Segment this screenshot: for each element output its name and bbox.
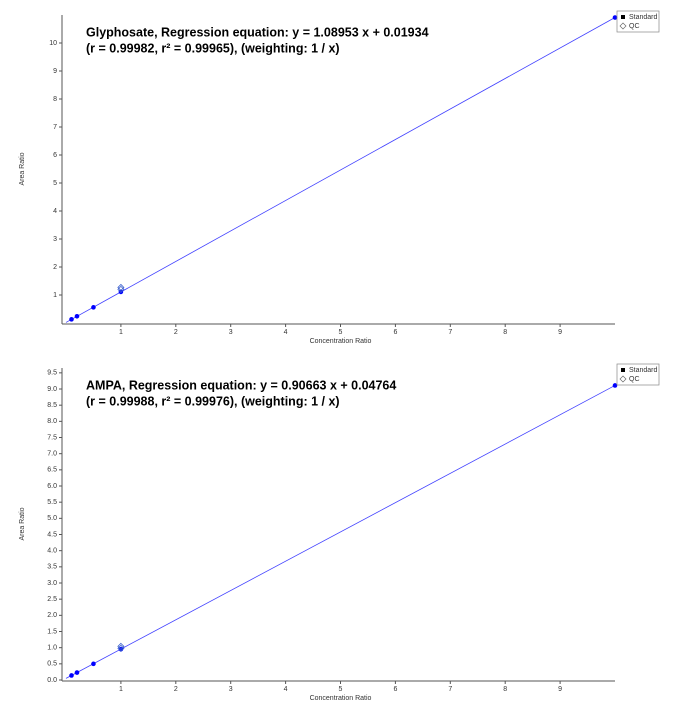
standard-point xyxy=(91,305,96,310)
fit-line xyxy=(65,385,616,679)
chart-subtitle: (r = 0.99988, r² = 0.99976), (weighting:… xyxy=(86,394,340,408)
chart-subtitle: (r = 0.99982, r² = 0.99965), (weighting:… xyxy=(86,41,340,55)
fit-line xyxy=(65,17,616,323)
standard-point xyxy=(612,15,618,20)
legend-label: Standard xyxy=(629,14,658,21)
y-tick-label: 6.0 xyxy=(47,483,57,490)
x-tick-label: 6 xyxy=(393,686,397,693)
y-tick-label: 9 xyxy=(53,68,57,75)
y-tick-label: 4.5 xyxy=(47,531,57,538)
y-tick-label: 3 xyxy=(53,236,57,243)
chart: 0.0 0.5 1.0 1.5 2.0 2.5 3.0 3.5 4.0 4.5 5.0 5.5 6.0 6… xyxy=(19,363,660,702)
qc-point xyxy=(117,283,125,292)
x-tick-label: 4 xyxy=(284,329,288,336)
y-tick-label: 1.0 xyxy=(47,645,57,652)
y-tick-label: 7.5 xyxy=(47,434,57,441)
y-tick-label: 1.5 xyxy=(47,628,57,635)
x-tick-label: 2 xyxy=(174,686,178,693)
standard-point xyxy=(69,673,74,678)
chart-title: Glyphosate, Regression equation: y = 1.0… xyxy=(86,25,429,39)
y-tick-label: 4 xyxy=(53,208,57,215)
y-tick-label: 10 xyxy=(49,40,57,47)
standard-point xyxy=(69,317,74,322)
y-tick-label: 0.5 xyxy=(47,661,57,668)
legend-marker xyxy=(619,22,627,30)
x-tick-label: 2 xyxy=(174,329,178,336)
x-tick-label: 3 xyxy=(229,686,233,693)
x-tick-label: 8 xyxy=(503,329,507,336)
y-tick-label: 8 xyxy=(53,96,57,103)
y-tick-label: 2 xyxy=(53,264,57,271)
y-axis-label: Area Ratio xyxy=(19,507,26,540)
x-tick-label: 5 xyxy=(339,329,343,336)
x-tick-label: 5 xyxy=(339,686,343,693)
y-tick-label: 1 xyxy=(53,292,57,299)
legend-marker xyxy=(619,375,627,383)
y-tick-label: 0.0 xyxy=(47,677,57,684)
y-tick-label: 7 xyxy=(53,124,57,131)
legend-marker xyxy=(621,368,625,372)
y-tick-label: 8.0 xyxy=(47,418,57,425)
y-tick-label: 5 xyxy=(53,180,57,187)
y-tick-label: 5.5 xyxy=(47,499,57,506)
y-tick-label: 2.5 xyxy=(47,596,57,603)
x-tick-label: 3 xyxy=(229,329,233,336)
x-tick-label: 9 xyxy=(558,329,562,336)
x-tick-label: 1 xyxy=(119,329,123,336)
y-tick-label: 5.0 xyxy=(47,515,57,522)
x-tick-label: 7 xyxy=(448,329,452,336)
y-tick-label: 9.5 xyxy=(47,370,57,377)
x-tick-label: 7 xyxy=(448,686,452,693)
y-tick-label: 2.0 xyxy=(47,612,57,619)
x-axis-label: Concentration Ratio xyxy=(310,338,372,345)
legend-label: QC xyxy=(629,23,640,30)
standard-point xyxy=(612,383,618,388)
y-tick-label: 3.0 xyxy=(47,580,57,587)
chart: 1 2 3 4 5 6 7 8 9 10 1 2 3 4 5 6 7 8 9 Concentration Ratio A… xyxy=(19,10,660,345)
x-tick-label: 1 xyxy=(119,686,123,693)
y-tick-label: 6 xyxy=(53,152,57,159)
legend-label: Standard xyxy=(629,367,658,374)
legend-box xyxy=(616,363,660,386)
y-tick-label: 8.5 xyxy=(47,402,57,409)
standard-point xyxy=(74,670,80,675)
qc-point xyxy=(117,642,125,650)
y-tick-label: 3.5 xyxy=(47,564,57,571)
legend-box xyxy=(616,10,660,33)
y-tick-label: 6.5 xyxy=(47,467,57,474)
chart-title: AMPA, Regression equation: y = 0.90663 x… xyxy=(86,378,396,392)
x-tick-label: 6 xyxy=(393,329,397,336)
x-tick-label: 4 xyxy=(284,686,288,693)
x-tick-label: 9 xyxy=(558,686,562,693)
y-tick-label: 4.0 xyxy=(47,548,57,555)
legend-label: QC xyxy=(629,376,640,383)
y-tick-label: 7.0 xyxy=(47,451,57,458)
y-tick-label: 9.0 xyxy=(47,386,57,393)
legend-marker xyxy=(621,15,625,19)
x-tick-label: 8 xyxy=(503,686,507,693)
standard-point xyxy=(91,661,96,667)
x-axis-label: Concentration Ratio xyxy=(310,695,372,702)
standard-point xyxy=(74,313,80,319)
y-axis-label: Area Ratio xyxy=(19,152,26,185)
